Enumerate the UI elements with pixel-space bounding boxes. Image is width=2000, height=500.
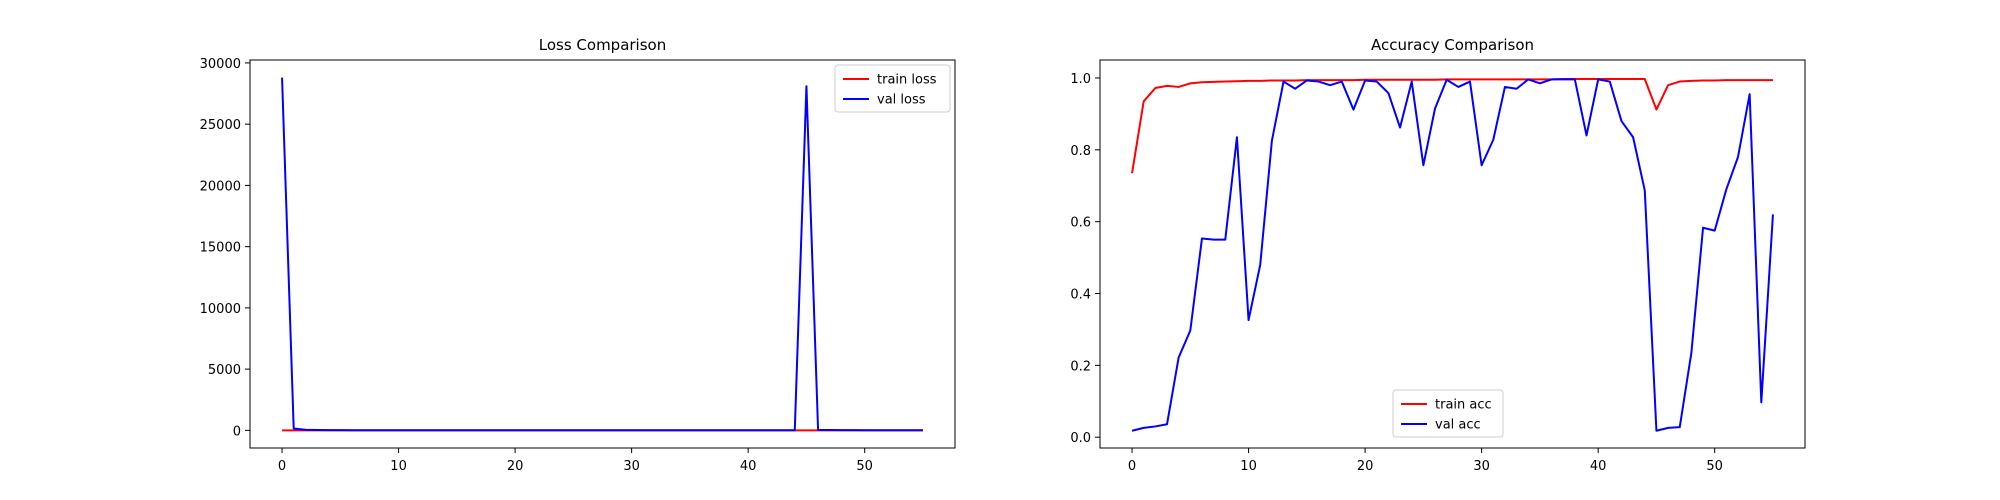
y-tick-label: 30000	[200, 57, 241, 72]
train-acc-line	[1131, 78, 1773, 174]
y-tick-label: 5000	[208, 363, 241, 378]
y-tick-label: 1.0	[1070, 72, 1091, 87]
x-tick-label: 20	[507, 459, 524, 474]
x-tick-label: 50	[856, 459, 873, 474]
val-loss-line	[281, 77, 923, 432]
axes-frame	[1099, 59, 1806, 449]
x-tick-label: 10	[1240, 459, 1257, 474]
legend-label-train-loss: train loss	[877, 73, 937, 88]
x-tick-label: 20	[1357, 459, 1374, 474]
loss-comparison-chart: 0 10 20 30 40 50 0 5000 10000 15000 20000 25000 3000…	[200, 36, 956, 474]
y-tick-label: 0.8	[1070, 144, 1091, 159]
x-tick-label: 10	[390, 459, 407, 474]
plot-area	[1131, 78, 1774, 432]
y-tick-label: 25000	[200, 118, 241, 133]
x-tick-label: 30	[1473, 459, 1490, 474]
legend: train acc val acc	[1392, 389, 1504, 438]
chart-title: Accuracy Comparison	[1371, 36, 1534, 54]
y-tick-label: 20000	[200, 179, 241, 194]
axes-frame	[249, 59, 956, 449]
legend-box	[834, 64, 951, 113]
x-tick-label: 0	[1128, 459, 1136, 474]
x-tick-label: 30	[623, 459, 640, 474]
legend-box	[1392, 389, 1504, 438]
x-tick-label: 50	[1706, 459, 1723, 474]
legend-label-val-acc: val acc	[1435, 418, 1481, 433]
chart-title: Loss Comparison	[539, 36, 666, 54]
legend: train loss val loss	[834, 64, 951, 113]
x-tick-label: 40	[1590, 459, 1607, 474]
val-acc-line	[1131, 78, 1774, 432]
legend-label-train-acc: train acc	[1435, 398, 1492, 413]
accuracy-comparison-chart: 0 10 20 30 40 50 0.0 0.2 0.4 0.6 0.8 1.0 Accuracy Co…	[1070, 36, 1806, 474]
y-tick-label: 10000	[200, 302, 241, 317]
y-tick-label: 15000	[200, 241, 241, 256]
x-tick-label: 40	[740, 459, 757, 474]
y-tick-label: 0.2	[1070, 359, 1091, 374]
x-tick-label: 0	[278, 459, 286, 474]
legend-label-val-loss: val loss	[877, 93, 926, 108]
y-tick-label: 0.4	[1070, 288, 1091, 303]
y-tick-label: 0	[233, 424, 241, 439]
y-tick-label: 0.0	[1070, 431, 1091, 446]
plot-area	[281, 77, 923, 432]
y-tick-label: 0.6	[1070, 216, 1091, 231]
